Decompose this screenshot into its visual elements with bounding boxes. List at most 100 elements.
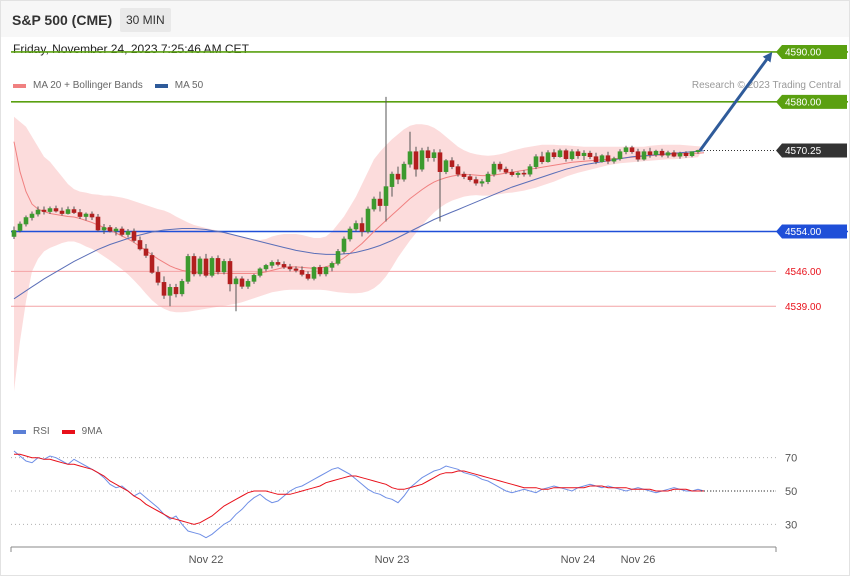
candle-body (449, 160, 455, 167)
candle-body (209, 258, 215, 276)
candle-body (11, 230, 17, 237)
candle-body (131, 231, 137, 241)
candle (563, 148, 569, 162)
candle-body (53, 208, 59, 212)
candle (569, 149, 575, 161)
level-tag-4590-00 (776, 44, 847, 59)
candle-body (233, 278, 239, 285)
candle-body (125, 231, 131, 235)
price-legend: MA 20 + Bollinger Bands MA 50 (13, 80, 215, 91)
price-levels (11, 51, 848, 307)
timeframe-badge[interactable]: 30 MIN (120, 8, 171, 32)
candle (575, 149, 581, 159)
candle-body (365, 208, 371, 232)
candle (449, 157, 455, 170)
candle-body (287, 266, 293, 270)
candle-body (257, 268, 263, 276)
candle (365, 206, 371, 234)
candle-body (557, 150, 563, 157)
candle-body (431, 152, 437, 158)
candle-body (41, 209, 47, 212)
candle (143, 243, 149, 258)
candle-body (311, 267, 317, 279)
candle-body (575, 151, 581, 156)
candle-body (383, 186, 389, 206)
candle-body (299, 270, 305, 275)
x-axis: Nov 22 Nov 23 Nov 24 Nov 26 (10, 546, 777, 566)
candle-body (605, 155, 611, 162)
candle-body (227, 261, 233, 285)
candlesticks (11, 96, 701, 312)
candle (401, 161, 407, 182)
candle-body (341, 238, 347, 252)
x-axis-label: Nov 24 (561, 554, 596, 566)
candle (83, 212, 89, 221)
candle (155, 266, 161, 286)
bollinger-band-fill (14, 116, 704, 392)
candle (437, 149, 443, 222)
candle (41, 206, 47, 215)
candle (95, 214, 101, 232)
candle (605, 151, 611, 165)
legend-label-9ma: 9MA (81, 426, 103, 437)
candle-body (359, 223, 365, 232)
candle-body (107, 227, 113, 232)
candle (659, 148, 665, 158)
candle-body (317, 267, 323, 275)
candle (617, 149, 623, 161)
candle-body (161, 282, 167, 296)
candle (611, 156, 617, 164)
candle (257, 267, 263, 278)
candle (647, 147, 653, 158)
candle (149, 252, 155, 274)
candle (503, 166, 509, 175)
candle-body (515, 172, 521, 175)
ma20-line (13, 141, 705, 274)
candle (281, 261, 287, 269)
candle-body (269, 262, 275, 266)
candle-body (539, 156, 545, 162)
candle-body (95, 216, 101, 231)
candle (227, 258, 233, 292)
candle (557, 148, 563, 158)
candle-body (521, 172, 527, 175)
level-label-4546-00: 4546.00 (785, 267, 822, 278)
candle (251, 273, 257, 284)
candle-body (185, 256, 191, 282)
candle-body (71, 209, 77, 213)
candle (311, 266, 317, 281)
legend-swatch-ma20 (13, 83, 26, 88)
level-tag-4570-25 (776, 143, 847, 158)
candle (695, 149, 701, 154)
legend-label-ma20: MA 20 + Bollinger Bands (33, 80, 143, 91)
candle-body (17, 223, 23, 231)
candle (329, 261, 335, 272)
candle (125, 229, 131, 238)
candle-body (401, 163, 407, 180)
rsi-tick-label-30: 30 (785, 519, 797, 531)
candle (485, 171, 491, 185)
candle-body (179, 281, 185, 295)
candle-body (143, 248, 149, 256)
candle (299, 266, 305, 277)
x-axis-label: Nov 22 (189, 554, 224, 566)
rsi-legend: RSI 9MA (13, 426, 114, 437)
candle-body (473, 179, 479, 184)
candle-body (113, 228, 119, 232)
candle-body (587, 152, 593, 157)
candle-body (455, 166, 461, 175)
candle (293, 266, 299, 273)
candle (653, 149, 659, 157)
candle (17, 221, 23, 233)
rsi-tick-label-50: 50 (785, 486, 797, 498)
forecast-arrow-line (698, 51, 773, 152)
rsi-panel: 70 50 30 (11, 450, 797, 539)
candle-body (281, 264, 287, 268)
legend-label-ma50: MA 50 (174, 80, 204, 91)
candle (497, 161, 503, 172)
candle-body (149, 255, 155, 273)
candle (161, 276, 167, 299)
bollinger-bands (14, 116, 704, 392)
candle-body (629, 147, 635, 153)
